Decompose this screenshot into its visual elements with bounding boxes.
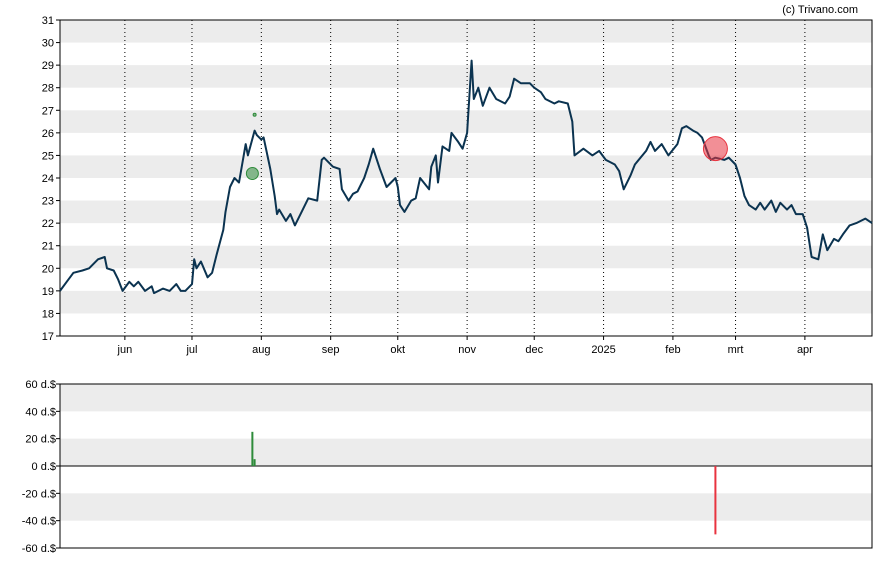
grid-band: [60, 245, 872, 269]
y-tick-label: 27: [42, 105, 54, 117]
x-tick-label: apr: [797, 344, 813, 356]
y-tick-label: -20 d.$: [22, 488, 56, 500]
x-tick-label: feb: [665, 344, 680, 356]
x-tick-label: dec: [525, 344, 543, 356]
y-tick-label: 21: [42, 241, 54, 253]
x-tick-label: jun: [117, 344, 133, 356]
y-tick-label: 29: [42, 60, 54, 72]
price-panel: jun jul aug sep okt nov dec 2025 feb mrt apr171819…: [42, 15, 873, 356]
y-tick-label: 28: [42, 83, 54, 95]
y-tick-label: 31: [42, 15, 54, 27]
volume-plot-frame: [59, 383, 873, 549]
y-tick-label: 30: [42, 38, 54, 50]
x-tick-label: nov: [458, 344, 476, 356]
grid-band: [60, 155, 872, 178]
y-tick-label: 17: [42, 331, 54, 343]
x-tick-label: sep: [322, 344, 340, 356]
grid-band: [60, 65, 872, 88]
watermark: (c) Trivano.com: [782, 4, 858, 16]
grid-band: [60, 438, 872, 466]
y-tick-label: 60 d.$: [25, 379, 56, 391]
y-tick-label: 20 d.$: [25, 434, 56, 446]
grid-band: [60, 290, 872, 314]
grid-band: [60, 20, 872, 43]
x-tick-label: jul: [185, 344, 197, 356]
y-tick-label: 22: [42, 218, 54, 230]
y-tick-label: -60 d.$: [22, 543, 56, 555]
grid-band: [60, 110, 872, 133]
y-tick-label: 40 d.$: [25, 406, 56, 418]
y-tick-label: 20: [42, 263, 54, 275]
y-tick-label: 26: [42, 128, 54, 140]
x-tick-label: okt: [390, 344, 405, 356]
grid-band: [60, 493, 872, 521]
y-tick-label: -40 d.$: [22, 516, 56, 528]
price-plot-frame: [59, 19, 873, 337]
x-tick-label: 2025: [591, 344, 615, 356]
y-tick-label: 25: [42, 150, 54, 162]
insider-volume-panel: 60 d.$ 40 d.$ 20 d.$ 0 d.$ -20 d.$ -40 d.$ -60…: [22, 379, 873, 555]
x-tick-label: mrt: [728, 344, 744, 356]
y-tick-label: 24: [42, 173, 54, 185]
grid-band: [60, 200, 872, 224]
y-tick-label: 19: [42, 286, 54, 298]
sell-marker: [702, 136, 728, 162]
y-tick-label: 23: [42, 196, 54, 208]
y-tick-label: 0 d.$: [32, 461, 56, 473]
y-tick-label: 18: [42, 308, 54, 320]
price-line: [59, 59, 873, 295]
buy-marker: [252, 112, 257, 117]
grid-band: [60, 384, 872, 412]
buy-marker: [245, 166, 259, 180]
x-tick-label: aug: [252, 344, 270, 356]
